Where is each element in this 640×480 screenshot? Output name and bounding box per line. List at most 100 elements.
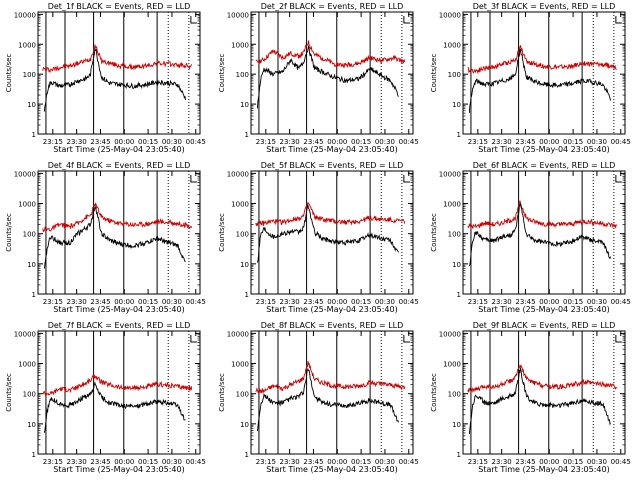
y-tick-label: 10 xyxy=(452,101,461,109)
x-tick-label: 00:45 xyxy=(186,138,206,146)
y-tick-label: 100 xyxy=(23,231,36,239)
x-tick-label: 00:45 xyxy=(611,458,631,466)
lld-series-line xyxy=(42,202,193,233)
x-tick-label: 23:45 xyxy=(303,298,323,306)
x-tick-label: 00:30 xyxy=(375,458,395,466)
detector-panel: Det_5f BLACK = Events, RED = LLD Counts/s… xyxy=(218,161,419,314)
y-tick-label: 10 xyxy=(27,101,36,109)
y-tick-label: 100 xyxy=(236,71,249,79)
x-axis-label: Start Time (25-May-04 23:05:40) xyxy=(478,305,609,314)
x-tick-label: 00:30 xyxy=(162,138,182,146)
bracket-marker xyxy=(190,16,197,24)
bracket-marker xyxy=(403,175,410,183)
x-tick-label: 00:15 xyxy=(563,298,583,306)
y-tick-label: 1 xyxy=(32,131,36,139)
x-tick-label: 00:45 xyxy=(399,458,419,466)
x-tick-label: 23:15 xyxy=(468,458,488,466)
y-tick-label: 10000 xyxy=(439,330,461,338)
events-series-line xyxy=(468,368,611,435)
y-tick-label: 100 xyxy=(448,231,461,239)
lld-series-line xyxy=(42,44,193,74)
y-tick-label: 1 xyxy=(245,451,249,459)
x-tick-label: 23:15 xyxy=(43,138,63,146)
bracket-marker xyxy=(190,335,197,343)
x-tick-label: 23:30 xyxy=(280,458,300,466)
y-tick-label: 10000 xyxy=(227,11,249,19)
panel-title: Det_5f BLACK = Events, RED = LLD xyxy=(261,161,404,170)
y-tick-label: 1000 xyxy=(443,361,461,369)
events-series-line xyxy=(256,204,399,263)
x-tick-label: 23:45 xyxy=(515,138,535,146)
y-tick-label: 1000 xyxy=(231,361,249,369)
y-tick-label: 10000 xyxy=(439,11,461,19)
x-tick-label: 00:15 xyxy=(351,138,371,146)
x-axis-label: Start Time (25-May-04 23:05:40) xyxy=(266,145,397,154)
y-axis-label: Counts/sec xyxy=(218,373,226,412)
events-series-line xyxy=(43,206,186,269)
x-tick-label: 23:30 xyxy=(67,138,87,146)
panel-title: Det_9f BLACK = Events, RED = LLD xyxy=(473,321,616,330)
x-tick-label: 23:30 xyxy=(280,138,300,146)
y-tick-label: 1000 xyxy=(231,201,249,209)
y-tick-label: 10 xyxy=(27,421,36,429)
y-tick-label: 10000 xyxy=(14,170,36,178)
y-tick-label: 10 xyxy=(240,261,249,269)
x-tick-label: 00:30 xyxy=(375,138,395,146)
bracket-marker xyxy=(615,16,622,24)
y-axis-label: Counts/sec xyxy=(5,54,13,93)
y-tick-label: 1000 xyxy=(18,361,36,369)
x-tick-label: 23:30 xyxy=(492,138,512,146)
y-axis-label: Counts/sec xyxy=(430,213,438,252)
x-tick-label: 23:45 xyxy=(515,298,535,306)
x-tick-label: 23:30 xyxy=(67,458,87,466)
lld-series-line xyxy=(467,44,618,75)
plot-frame xyxy=(462,170,626,295)
y-axis-label: Counts/sec xyxy=(5,373,13,412)
x-tick-label: 23:45 xyxy=(303,138,323,146)
x-tick-label: 23:45 xyxy=(90,138,110,146)
y-tick-label: 10000 xyxy=(439,170,461,178)
x-tick-label: 00:15 xyxy=(563,458,583,466)
y-tick-label: 1000 xyxy=(443,201,461,209)
panel-title: Det_1f BLACK = Events, RED = LLD xyxy=(48,2,191,11)
x-axis-label: Start Time (25-May-04 23:05:40) xyxy=(53,465,184,474)
y-tick-label: 100 xyxy=(23,71,36,79)
y-axis-label: Counts/sec xyxy=(430,373,438,412)
events-series-line xyxy=(43,48,186,112)
x-tick-label: 23:15 xyxy=(43,298,63,306)
x-tick-label: 23:30 xyxy=(492,298,512,306)
x-tick-label: 00:30 xyxy=(587,458,607,466)
panel-title: Det_7f BLACK = Events, RED = LLD xyxy=(48,321,191,330)
x-tick-label: 23:30 xyxy=(280,298,300,306)
x-axis-label: Start Time (25-May-04 23:05:40) xyxy=(53,145,184,154)
x-tick-label: 00:15 xyxy=(563,138,583,146)
x-tick-label: 00:15 xyxy=(351,298,371,306)
plot-frame xyxy=(250,330,414,455)
detector-panel: Det_6f BLACK = Events, RED = LLD Counts/s… xyxy=(430,161,631,314)
y-axis-label: Counts/sec xyxy=(218,54,226,93)
plot-frame xyxy=(37,11,201,135)
x-tick-label: 00:30 xyxy=(162,458,182,466)
x-tick-label: 23:45 xyxy=(303,458,323,466)
x-tick-label: 23:45 xyxy=(90,298,110,306)
y-tick-label: 10000 xyxy=(227,170,249,178)
lld-series-line xyxy=(255,40,406,68)
plot-frame xyxy=(462,11,626,135)
lld-series-line xyxy=(467,363,618,394)
detector-panel: Det_8f BLACK = Events, RED = LLD Counts/s… xyxy=(218,321,419,474)
x-tick-label: 23:15 xyxy=(468,298,488,306)
lld-series-line xyxy=(255,360,406,394)
plot-frame xyxy=(37,330,201,455)
panel-title: Det_2f BLACK = Events, RED = LLD xyxy=(261,2,404,11)
x-axis-label: Start Time (25-May-04 23:05:40) xyxy=(53,305,184,314)
x-tick-label: 00:30 xyxy=(375,298,395,306)
y-tick-label: 1000 xyxy=(18,201,36,209)
x-tick-label: 00:00 xyxy=(114,138,134,146)
events-series-line xyxy=(43,381,186,433)
x-tick-label: 00:00 xyxy=(114,458,134,466)
x-tick-label: 00:15 xyxy=(138,458,158,466)
x-tick-label: 00:30 xyxy=(587,138,607,146)
detector-panel: Det_7f BLACK = Events, RED = LLD Counts/s… xyxy=(5,321,206,474)
detector-panel: Det_4f BLACK = Events, RED = LLD Counts/s… xyxy=(5,161,206,314)
x-tick-label: 23:45 xyxy=(515,458,535,466)
